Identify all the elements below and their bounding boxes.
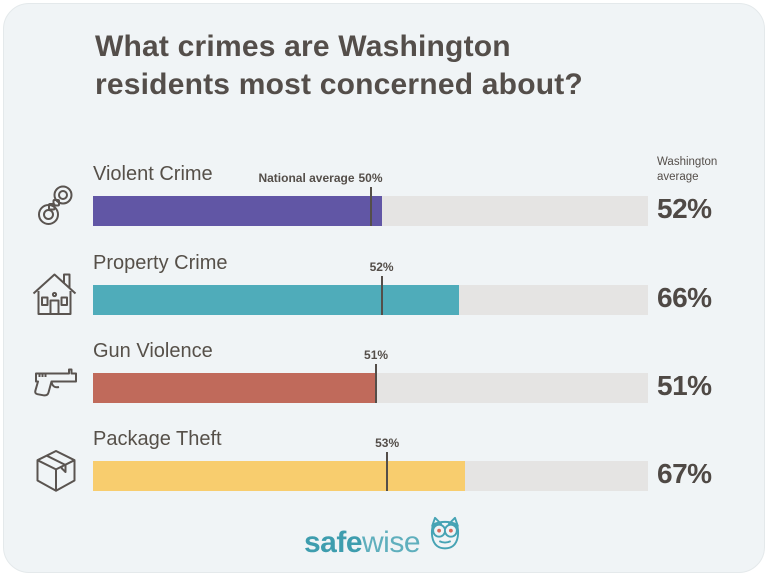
category-label: Package Theft [93,428,222,450]
category-label: Property Crime [93,252,228,274]
national-average-caption: National average [258,171,355,185]
national-average-tick [380,276,383,315]
gun-icon [27,364,82,403]
chart-row: Gun Violence 51% 51% [0,340,768,403]
safewise-logo: safewise [0,514,768,560]
bar-track: National average 50% [93,171,648,226]
national-average-value: 52% [369,260,394,274]
washington-average-value: 66% [657,282,712,313]
bar-fill [93,373,377,403]
washington-average-column-header: Washington average [657,156,718,183]
national-average-value: 53% [375,436,400,450]
washington-average-value: 51% [657,370,712,401]
bar-track: 51% [93,348,648,403]
category-label: Gun Violence [93,340,213,362]
washington-average-value: 67% [657,458,712,489]
national-average-value: 50% [358,171,383,185]
package-icon [33,447,79,496]
logo-text-safe: safe [303,526,363,559]
logo-text-wise: wise [362,526,421,559]
bar-fill [93,461,465,491]
chart-row: Property Crime 52% 66% [0,252,768,315]
national-average-value: 51% [364,348,389,362]
owl-icon [426,514,464,559]
washington-average-value: 52% [657,193,712,224]
national-average-tick [369,187,372,226]
chart-title: What crimes are Washington residents mos… [95,30,583,102]
bar-track: 52% [93,260,648,315]
bar-fill [93,285,460,315]
chart-row: Package Theft 53% 67% [0,428,768,492]
handcuffs-icon [35,183,77,229]
category-label: Violent Crime [93,163,213,185]
national-average-tick [375,364,378,403]
house-icon [30,271,79,318]
chart-row: Violent Crime National average 50% 52% [0,163,768,226]
national-average-tick [386,452,389,491]
logo-wordmark: safewise [303,526,421,560]
bar-track: 53% [93,436,648,491]
bar-fill [93,196,382,226]
